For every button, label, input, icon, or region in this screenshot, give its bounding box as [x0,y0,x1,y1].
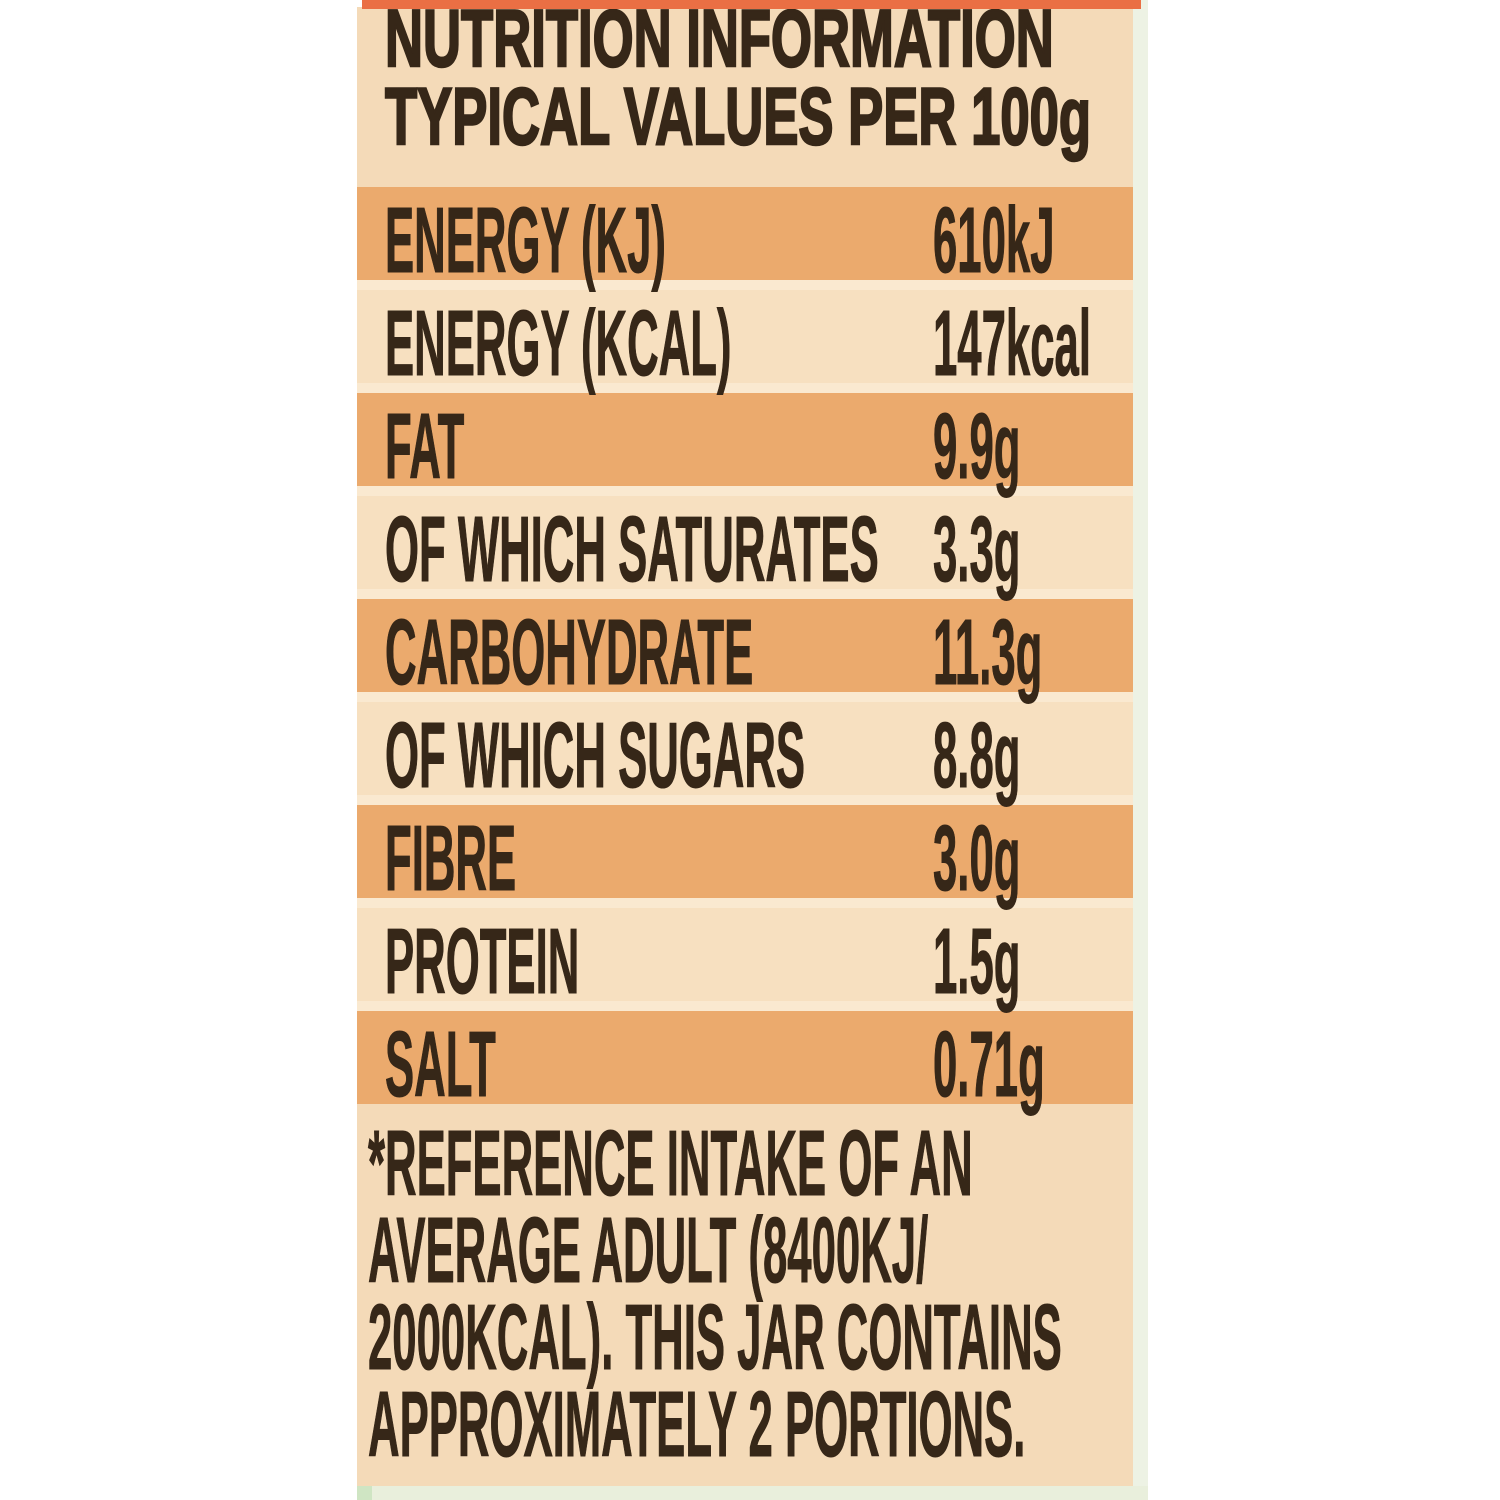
nutrient-label-text: OF WHICH SUGARS [385,703,806,808]
nutrient-label: OF WHICH SUGARS [357,702,933,809]
nutrient-label-text: FAT [385,394,465,499]
nutrition-row-energy-kj: ENERGY (KJ) 610kJ [357,187,1133,293]
note-line-2: AVERAGE ADULT (8400KJ/ [368,1198,929,1302]
nutrient-label: ENERGY (KJ) [357,187,933,294]
reference-intake-note: *REFERENCE INTAKE OF AN AVERAGE ADULT (8… [368,1111,1500,1476]
note-line-1: *REFERENCE INTAKE OF AN [368,1111,973,1215]
nutrient-value-text: 1.5g [933,909,1021,1014]
nutrient-label-text: CARBOHYDRATE [385,600,754,705]
label-bottom-strip [357,1486,1148,1500]
nutrient-value: 610kJ [933,187,1192,294]
nutrient-value: 3.3g [933,496,1133,603]
nutrient-value: 8.8g [933,702,1133,809]
nutrient-value: 3.0g [933,805,1133,912]
nutrient-label: PROTEIN [357,908,933,1015]
nutrient-label-text: PROTEIN [385,909,580,1014]
nutrient-label: SALT [357,1011,933,1118]
nutrient-value-text: 0.71g [933,1012,1045,1117]
nutrition-row-protein: PROTEIN 1.5g [357,908,1133,1014]
nutrient-value-text: 3.3g [933,497,1021,602]
nutrition-row-energy-kcal: ENERGY (KCAL) 147kcal [357,290,1133,396]
nutrition-panel: NUTRITION INFORMATION TYPICAL VALUES PER… [357,0,1133,1486]
rows-list: ENERGY (KJ) 610kJ ENERGY (KCAL) 147kcal … [357,187,1133,1117]
title-line-2: TYPICAL VALUES PER 100g [384,72,1092,162]
nutrient-label-text: FIBRE [385,806,517,911]
nutrient-value: 11.3g [933,599,1166,706]
nutrient-label: ENERGY (KCAL) [357,290,933,397]
bottom-strip-accent [357,1486,372,1500]
label-right-edge-strip [1133,0,1148,1500]
nutrient-value-text: 610kJ [933,188,1055,293]
note-line-4: APPROXIMATELY 2 PORTIONS. [368,1372,1026,1476]
nutrition-row-carbohydrate: CARBOHYDRATE 11.3g [357,599,1133,705]
nutrient-value: 147kcal [933,290,1269,397]
nutrient-label: OF WHICH SATURATES [357,496,933,603]
nutrient-value-text: 11.3g [933,600,1043,705]
nutrient-label-text: ENERGY (KJ) [385,188,666,293]
nutrient-value-text: 3.0g [933,806,1021,911]
nutrient-value: 1.5g [933,908,1133,1015]
title-line-1: NUTRITION INFORMATION [384,0,1054,84]
nutrient-value: 9.9g [933,393,1133,500]
label-top-strip [362,0,1141,9]
nutrient-label: FIBRE [357,805,933,912]
nutrient-value-text: 147kcal [933,291,1092,396]
nutrient-value: 0.71g [933,1011,1171,1118]
nutrition-row-sugars: OF WHICH SUGARS 8.8g [357,702,1133,808]
nutrient-label-text: OF WHICH SATURATES [385,497,879,602]
nutrition-row-fibre: FIBRE 3.0g [357,805,1133,911]
nutrition-row-saturates: OF WHICH SATURATES 3.3g [357,496,1133,602]
nutrient-label-text: SALT [385,1012,496,1117]
nutrient-value-text: 9.9g [933,394,1021,499]
nutrient-label: FAT [357,393,933,500]
note-line-3: 2000KCAL). THIS JAR CONTAINS [368,1285,1062,1389]
nutrient-value-text: 8.8g [933,703,1021,808]
nutrient-label: CARBOHYDRATE [357,599,933,706]
nutrient-label-text: ENERGY (KCAL) [385,291,732,396]
nutrition-row-fat: FAT 9.9g [357,393,1133,499]
panel-title: NUTRITION INFORMATION TYPICAL VALUES PER… [384,0,1471,162]
nutrition-row-salt: SALT 0.71g [357,1011,1133,1117]
